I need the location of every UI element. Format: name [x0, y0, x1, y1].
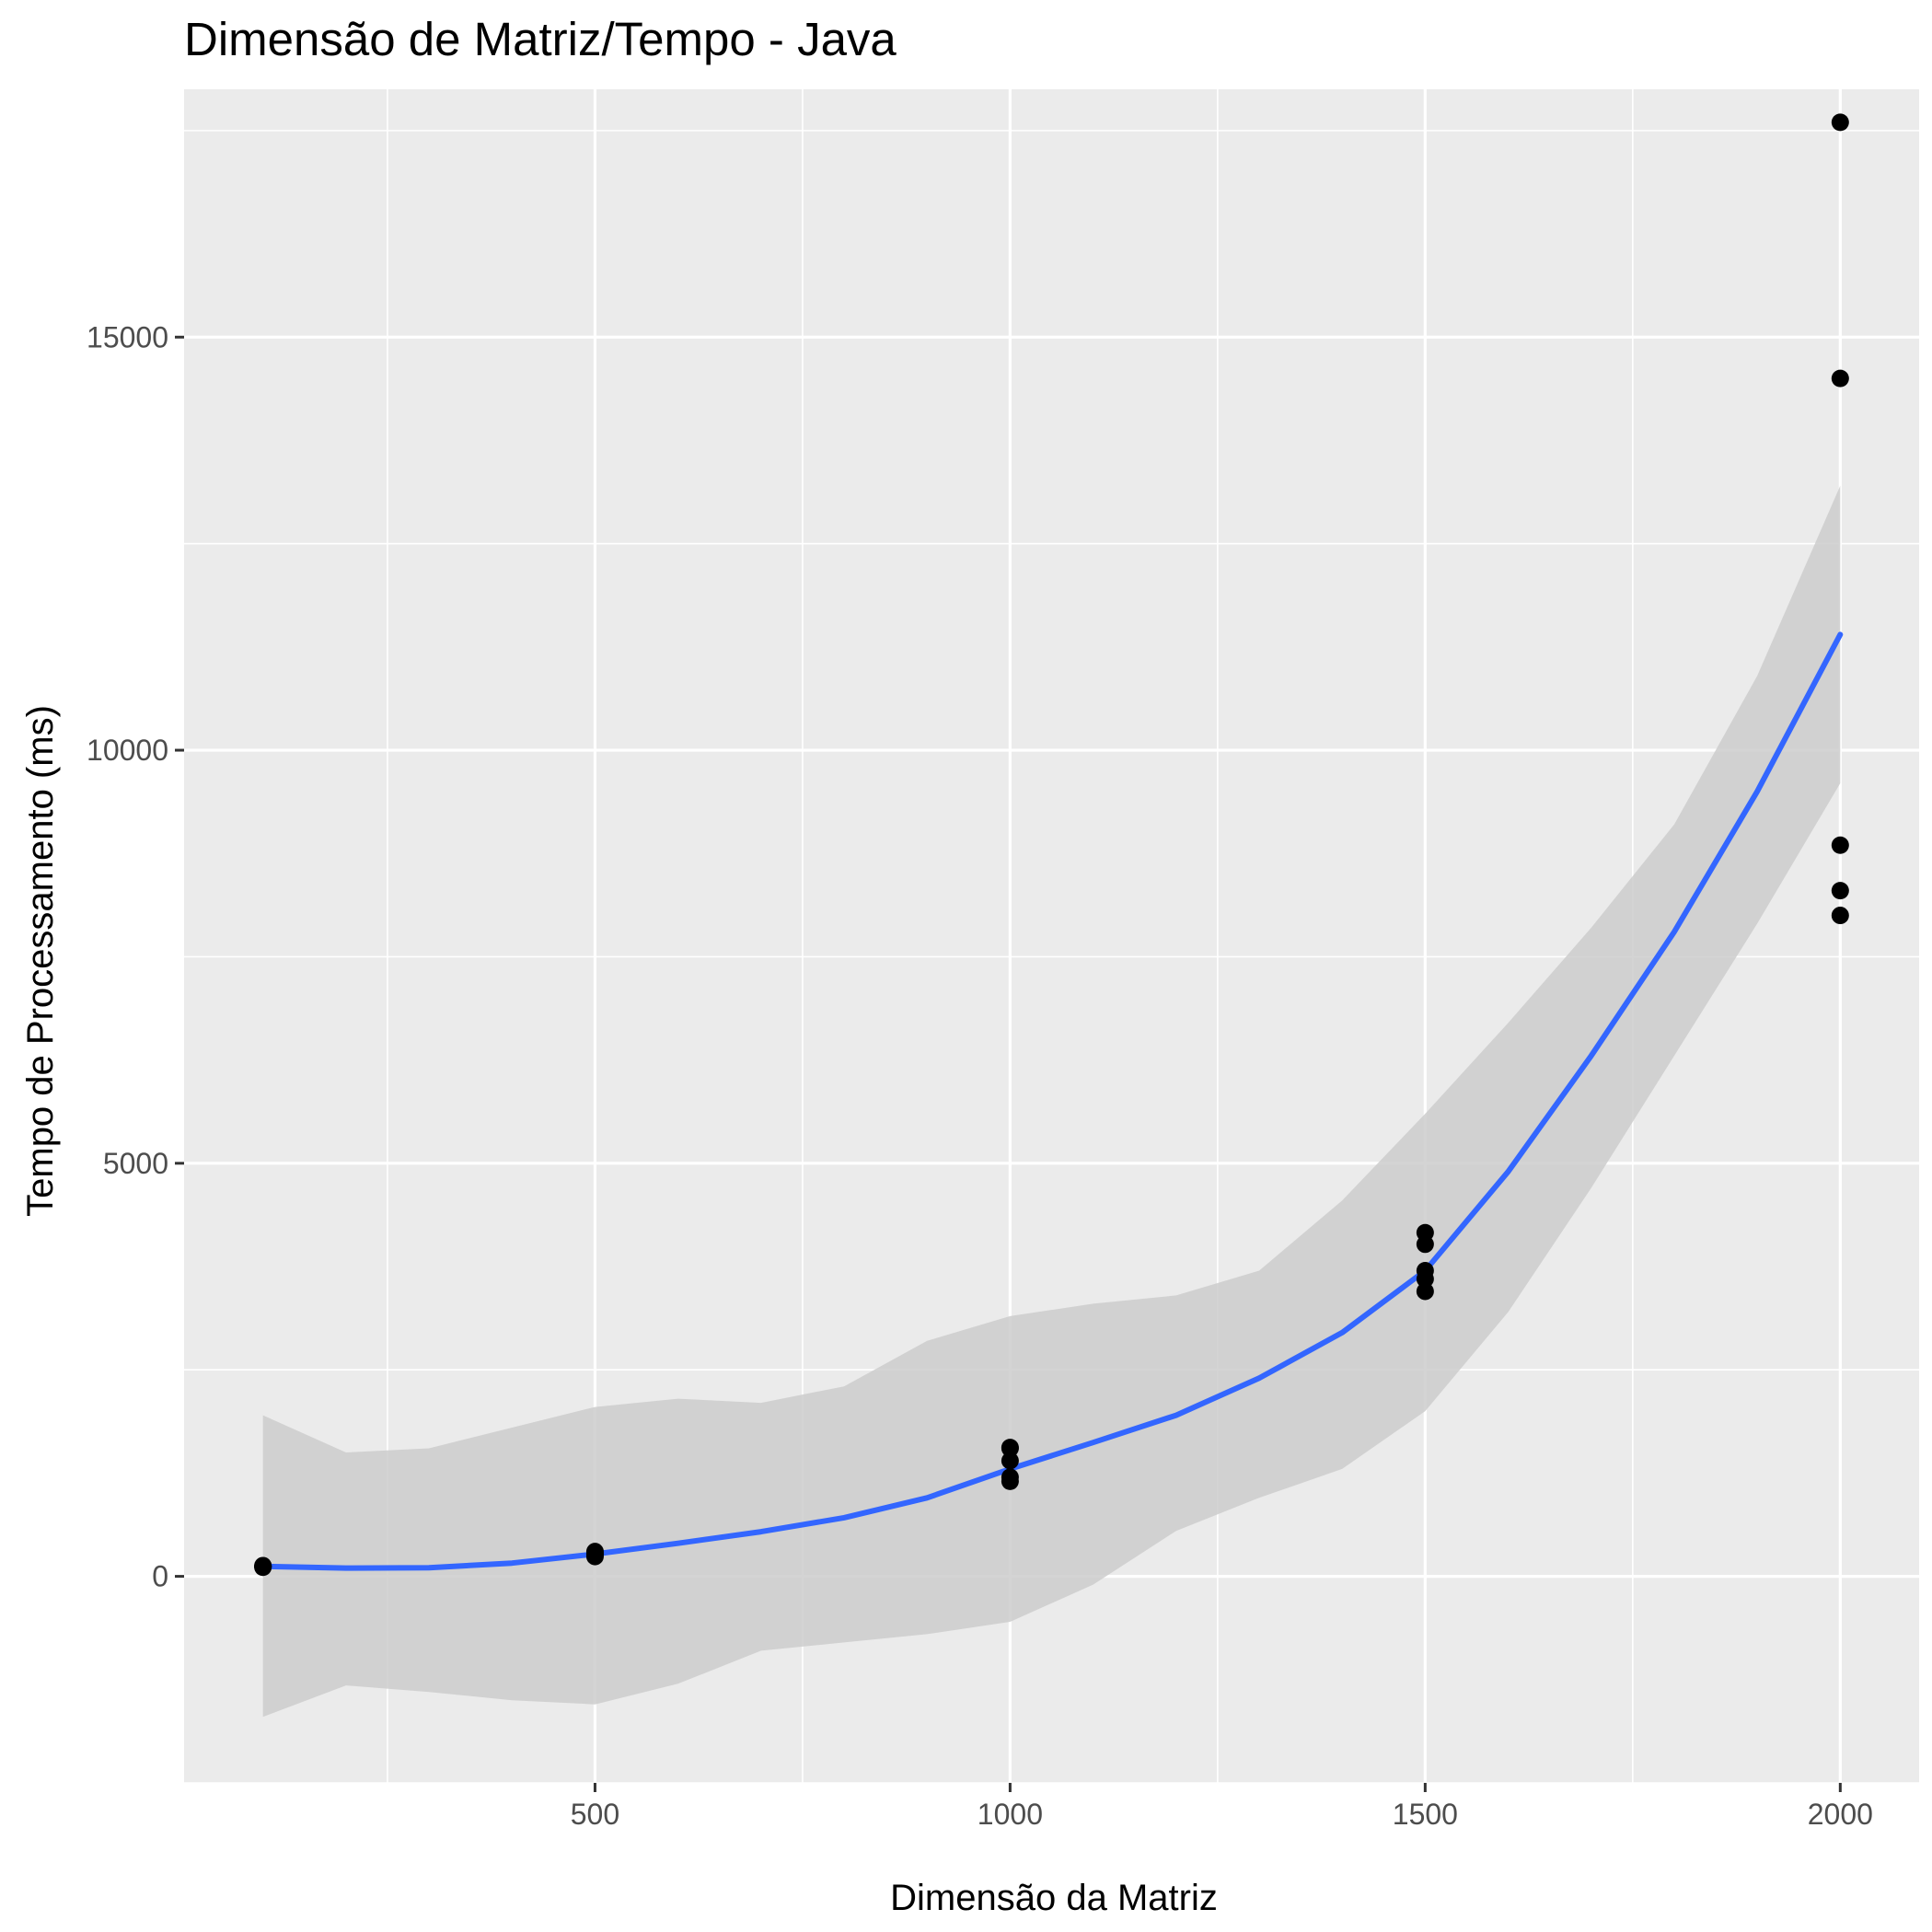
y-axis-title: Tempo de Processamento (ms) — [20, 705, 61, 1217]
data-point — [1416, 1262, 1434, 1280]
y-tick-label: 15000 — [87, 320, 168, 353]
y-tick-label: 0 — [152, 1560, 168, 1593]
x-tick-label: 2000 — [1808, 1798, 1873, 1831]
data-points — [254, 113, 1849, 1577]
x-tick-label: 500 — [571, 1798, 619, 1831]
x-axis: 500 1000 1500 2000 — [571, 1783, 1873, 1831]
y-tick-label: 5000 — [103, 1147, 168, 1180]
data-point — [1831, 113, 1849, 132]
data-point — [1831, 907, 1849, 925]
x-tick-label: 1000 — [978, 1798, 1043, 1831]
data-point — [1831, 882, 1849, 900]
data-point — [254, 1556, 272, 1575]
data-point — [1001, 1439, 1019, 1457]
confidence-band — [262, 485, 1841, 1718]
x-tick-label: 1500 — [1393, 1798, 1458, 1831]
x-axis-title: Dimensão da Matriz — [890, 1878, 1218, 1918]
smooth-line — [260, 631, 1844, 1571]
y-axis: 0 5000 10000 15000 — [87, 320, 184, 1593]
data-point — [1001, 1468, 1019, 1487]
data-point — [1831, 369, 1849, 388]
data-point — [1831, 836, 1849, 854]
chart-title: Dimensão de Matriz/Tempo - Java — [184, 13, 897, 65]
data-point — [585, 1543, 604, 1561]
y-tick-label: 10000 — [87, 734, 168, 767]
data-point — [1001, 1452, 1019, 1470]
data-point — [1416, 1282, 1434, 1301]
data-point — [1416, 1223, 1434, 1242]
